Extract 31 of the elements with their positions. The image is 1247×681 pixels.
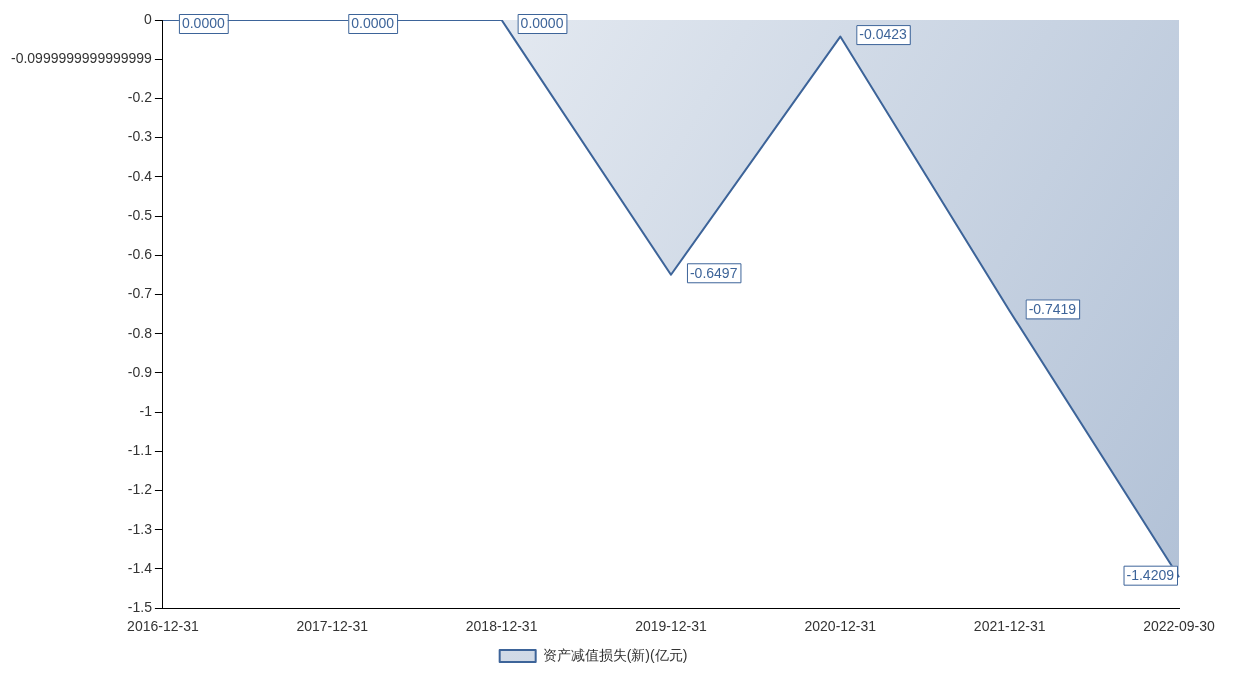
x-tick-label: 2019-12-31 [635, 618, 707, 635]
x-tick-label: 2016-12-31 [127, 618, 199, 635]
y-tick-label: -1.5 [127, 599, 153, 616]
y-tick-label: -0.3 [127, 128, 153, 145]
data-label: -1.4209 [1126, 567, 1175, 584]
y-tick-label: -1.2 [127, 481, 153, 498]
y-tick-label: -0.2 [127, 89, 153, 106]
data-label: 0.0000 [181, 15, 225, 32]
y-tick-label: -0.5 [127, 206, 153, 223]
y-tick-label: -0.0999999999999999 [10, 50, 153, 67]
y-tick-label: -1.1 [127, 442, 153, 459]
data-label: -0.7419 [1028, 300, 1077, 317]
y-tick-label: -1.4 [127, 559, 153, 576]
x-tick-label: 2020-12-31 [804, 618, 877, 635]
data-label: -0.0423 [859, 26, 907, 43]
x-tick-label: 2022-09-30 [1143, 618, 1216, 635]
y-tick-label: 0 [144, 10, 153, 27]
y-tick-label: -1.3 [127, 520, 153, 537]
y-tick-label: -1 [139, 402, 153, 419]
x-tick-label: 2017-12-31 [296, 618, 369, 635]
y-tick-label: -0.8 [127, 324, 153, 341]
x-tick-label: 2018-12-31 [465, 618, 538, 635]
y-tick-label: -0.6 [127, 246, 153, 263]
y-tick-label: -0.4 [127, 167, 153, 184]
x-tick-label: 2021-12-31 [973, 618, 1046, 635]
data-label: 0.0000 [520, 15, 564, 32]
data-label: -0.6497 [689, 264, 738, 281]
y-tick-label: -0.9 [127, 363, 153, 380]
legend-label: 资产减值损失(新)(亿元) [542, 646, 688, 663]
data-label: 0.0000 [351, 15, 395, 32]
y-tick-label: -0.7 [127, 285, 153, 302]
